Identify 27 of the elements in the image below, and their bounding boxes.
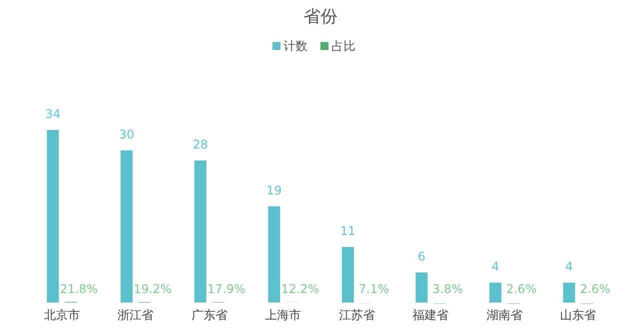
x-tick-label: 广东省 bbox=[191, 308, 228, 322]
x-tick-label: 山东省 bbox=[560, 308, 596, 322]
data-label: 34 bbox=[45, 107, 61, 121]
x-tick-label: 江苏省 bbox=[338, 308, 375, 322]
x-tick-label: 北京市 bbox=[44, 308, 80, 322]
data-label: 2.6% bbox=[580, 282, 610, 296]
x-tick-label: 福建省 bbox=[412, 308, 449, 322]
data-label: 3.8% bbox=[432, 282, 463, 296]
legend-label: 计数 bbox=[284, 39, 308, 53]
chart-title: 省份 bbox=[304, 7, 338, 27]
data-label: 7.1% bbox=[358, 282, 390, 296]
data-label: 19.2% bbox=[134, 282, 172, 296]
x-tick-label: 浙江省 bbox=[118, 308, 154, 322]
data-label: 17.9% bbox=[207, 282, 246, 296]
data-label: 19 bbox=[266, 183, 282, 198]
data-label: 12.2% bbox=[281, 282, 320, 296]
data-label: 30 bbox=[118, 127, 134, 142]
data-label: 6 bbox=[418, 249, 426, 264]
data-label: 2.6% bbox=[506, 282, 537, 296]
data-label: 4 bbox=[492, 260, 500, 274]
data-label: 28 bbox=[192, 138, 208, 152]
data-label: 21.8% bbox=[60, 282, 98, 296]
data-label: 11 bbox=[340, 224, 356, 238]
x-tick-label: 上海市 bbox=[265, 308, 302, 322]
legend-label: 占比 bbox=[332, 39, 356, 53]
data-label: 4 bbox=[565, 260, 573, 274]
x-tick-label: 湖南省 bbox=[486, 308, 522, 322]
